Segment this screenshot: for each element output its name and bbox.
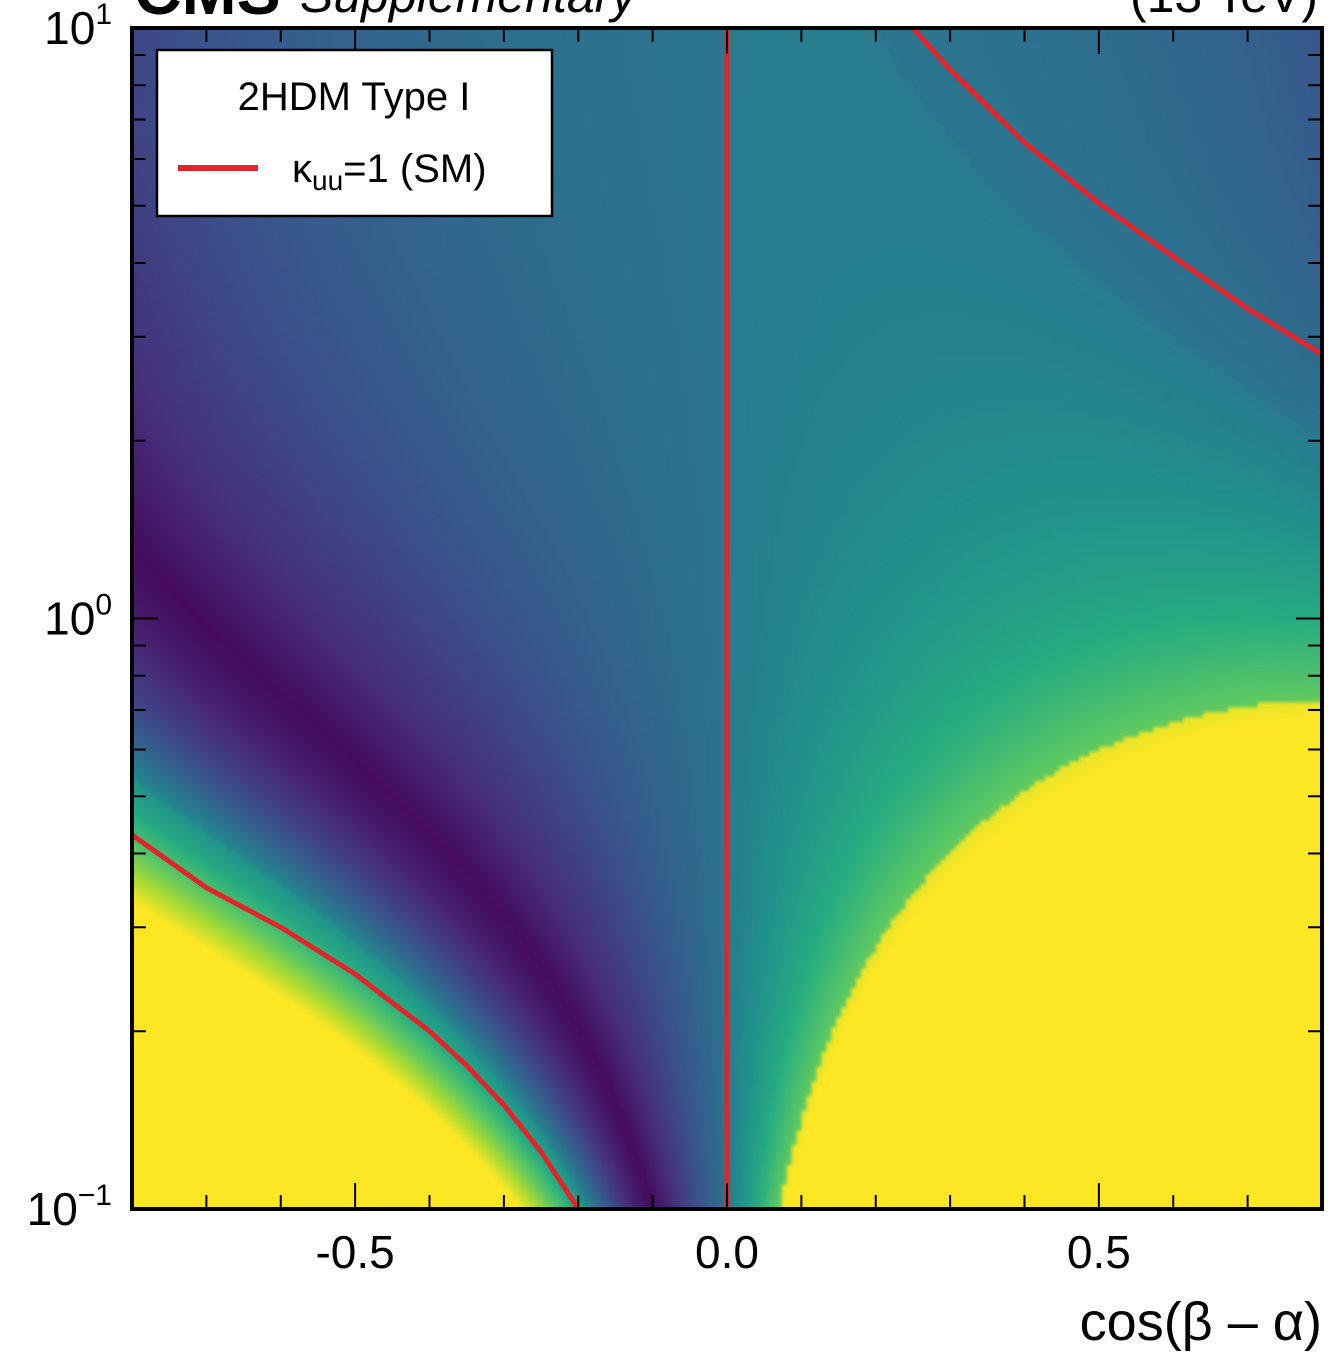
x-tick-label-1: 0.0 bbox=[695, 1226, 759, 1278]
legend: 2HDM Type I κuu=1 (SM) bbox=[155, 48, 554, 218]
legend-kappa: κ bbox=[292, 147, 313, 191]
legend-title: 2HDM Type I bbox=[238, 75, 471, 119]
legend-suffix: =1 (SM) bbox=[343, 147, 486, 191]
legend-box bbox=[155, 48, 554, 218]
x-axis-title: cos(β – α) bbox=[1080, 1292, 1322, 1352]
y-tick-exp: −1 bbox=[78, 1179, 112, 1212]
legend-label-kuu: κuu=1 (SM) bbox=[292, 147, 487, 196]
contours bbox=[132, 28, 1322, 1209]
x-tick-labels: -0.5 0.0 0.5 bbox=[315, 1226, 1130, 1278]
y-tick-base: 10 bbox=[44, 593, 95, 645]
plot-frame bbox=[130, 26, 1324, 1211]
y-tick-base: 10 bbox=[27, 1183, 78, 1235]
y-tick-label-2: 101 bbox=[44, 0, 112, 54]
y-tick-exp: 0 bbox=[95, 589, 112, 622]
legend-subscript: uu bbox=[312, 165, 343, 196]
x-tick-label-2: 0.5 bbox=[1067, 1226, 1131, 1278]
x-tick-label-0: -0.5 bbox=[315, 1226, 394, 1278]
supplementary-label: Supplementary bbox=[300, 0, 639, 23]
energy-label: (13 TeV) bbox=[1130, 0, 1318, 23]
y-tick-exp: 1 bbox=[95, 0, 112, 31]
y-tick-base: 10 bbox=[44, 2, 95, 54]
experiment-label: CMS bbox=[134, 0, 281, 28]
contour-segment-2 bbox=[132, 832, 581, 1209]
contour-segment-1 bbox=[911, 28, 1322, 357]
y-tick-label-1: 100 bbox=[44, 589, 112, 645]
y-tick-label-0: 10−1 bbox=[27, 1179, 112, 1235]
